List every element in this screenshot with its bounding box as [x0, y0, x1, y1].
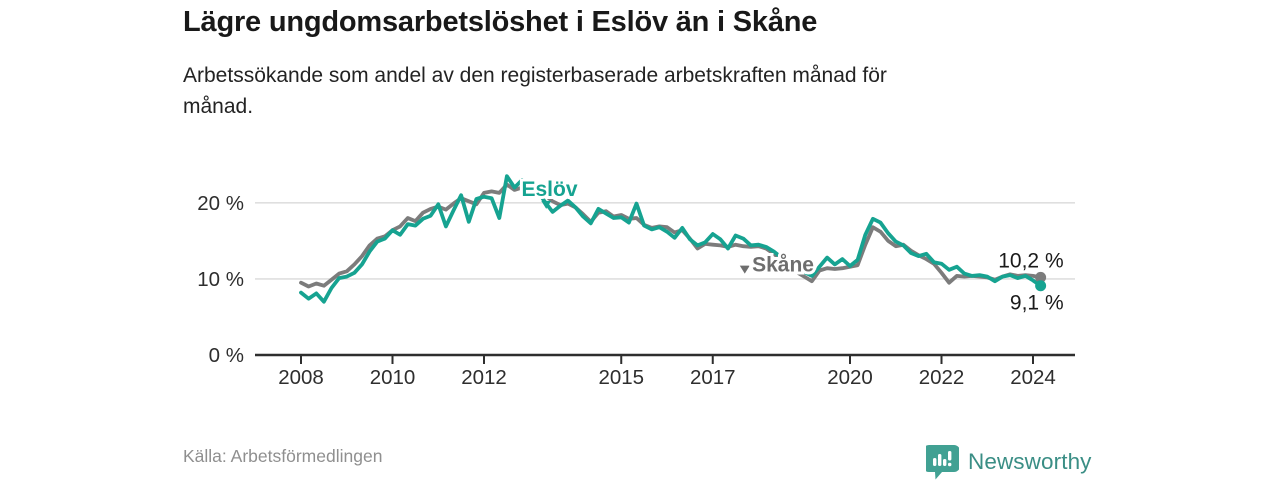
annotation-pointer-eslov — [541, 200, 552, 209]
y-tick-label: 20 % — [197, 192, 244, 215]
page-title: Lägre ungdomsarbetslöshet i Eslöv än i S… — [183, 6, 818, 38]
y-tick-label: 10 % — [197, 268, 244, 291]
x-tick-label: 2015 — [598, 366, 644, 389]
newsworthy-logo[interactable]: Newsworthy — [926, 444, 1092, 480]
x-tick-label: 2024 — [1010, 366, 1056, 389]
annotation-pointer-skane — [739, 265, 750, 274]
subtitle-line-2: månad. — [183, 95, 254, 118]
x-tick-label: 2012 — [461, 366, 507, 389]
end-value-label-skane: 10,2 % — [998, 249, 1063, 272]
series-end-dot-skane — [1035, 271, 1047, 283]
y-tick-label: 0 % — [209, 344, 244, 367]
x-tick-label: 2017 — [690, 366, 736, 389]
end-value-label-eslov: 9,1 % — [1010, 292, 1064, 315]
series-end-dot-eslov — [1035, 280, 1047, 292]
series-label-eslov: Eslöv — [522, 178, 578, 201]
series-label-skane: Skåne — [752, 253, 814, 276]
newsworthy-wordmark: Newsworthy — [968, 449, 1092, 474]
source-note: Källa: Arbetsförmedlingen — [183, 446, 383, 466]
subtitle-line-1: Arbetssökande som andel av den registerb… — [183, 64, 887, 87]
x-tick-label: 2008 — [278, 366, 324, 389]
x-tick-label: 2022 — [919, 366, 965, 389]
bar-chart-bubble-icon — [926, 445, 959, 480]
x-tick-label: 2020 — [827, 366, 873, 389]
series-line-eslov — [299, 174, 1043, 304]
chart-subtitle: Arbetssökande som andel av den registerb… — [183, 60, 887, 122]
x-tick-label: 2010 — [370, 366, 416, 389]
